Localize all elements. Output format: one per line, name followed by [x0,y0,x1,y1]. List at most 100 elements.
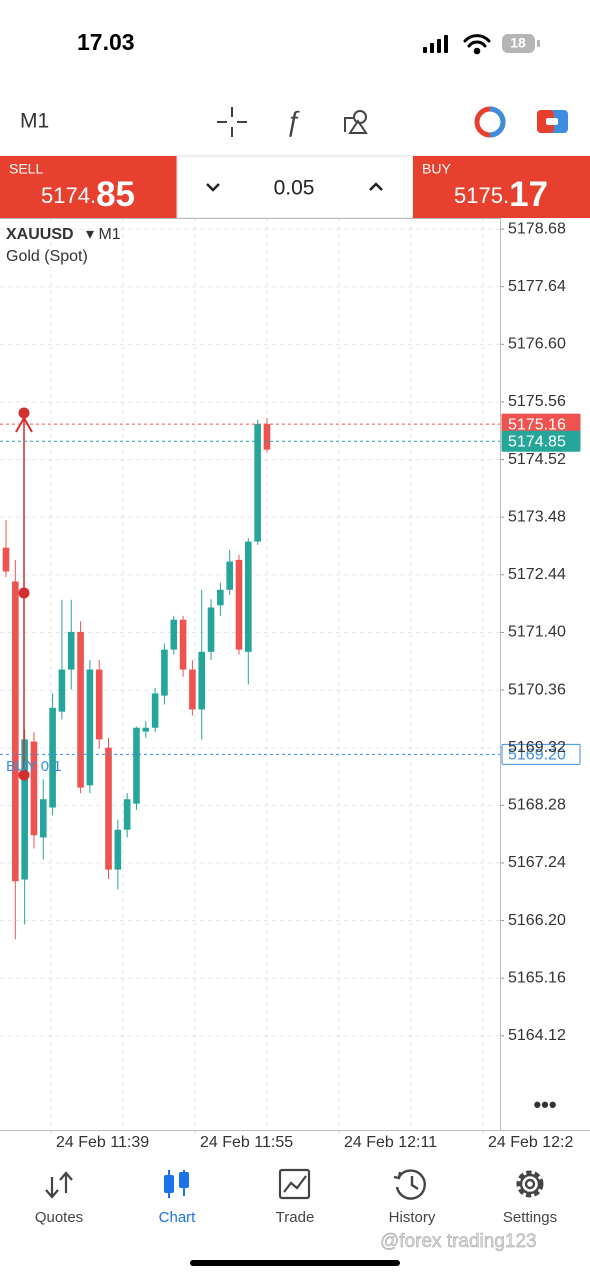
candle-body [12,581,19,882]
candle-body [30,741,38,836]
nav-label[interactable]: Chart [159,1209,197,1226]
candles [2,418,271,940]
x-tick-label: 24 Feb 11:39 [56,1134,149,1151]
y-tick-label: 5165.16 [508,969,566,986]
candle-body [86,669,94,786]
volume-value[interactable]: 0.05 [274,177,315,200]
candle-body [39,799,47,838]
y-tick-label: 5169.32 [508,739,566,756]
indicators-button[interactable]: ƒ [285,105,301,136]
battery [502,34,535,53]
nav-label[interactable]: Trade [276,1209,315,1226]
position-label: BUY 0.1 [6,758,62,775]
candle-body [161,649,168,696]
battery-level: 18 [510,35,526,51]
history-icon[interactable] [393,1169,426,1200]
symbol: XAUUSD [6,226,74,243]
nav-label[interactable]: Quotes [35,1209,83,1226]
status-time: 17.03 [77,29,135,55]
watermark: @forex trading123 [380,1231,537,1252]
y-tick-label: 5176.60 [508,336,566,353]
y-tick-label: 5168.28 [508,797,566,814]
signal-icon [423,35,448,53]
price-box [501,430,581,452]
chart-timeframe: ▾ M1 [86,226,121,243]
price-box-label: 5169.20 [508,747,566,764]
y-tick-label: 5170.36 [508,681,566,698]
candle-body [189,669,196,710]
x-tick-label: 24 Feb 12:2 [488,1134,574,1151]
trade-arrow [15,407,33,781]
candle-body [179,619,187,670]
y-tick-label: 5172.44 [508,566,566,583]
sell-price: 5174.85 [41,175,135,214]
candle-body [198,651,206,710]
candle-body [226,561,233,590]
candle-body [95,669,103,740]
candle-body [58,669,66,712]
grid [0,218,504,1136]
candle-body [217,589,224,606]
candle-body [67,631,75,670]
candle-body [105,747,112,870]
y-tick-label: 5167.24 [508,854,566,871]
candle-body [151,693,159,728]
y-tick-label: 5177.64 [508,278,566,295]
home-indicator [190,1260,400,1266]
objects-button[interactable] [344,110,368,134]
candle-body [263,424,271,450]
y-tick-label: 5164.12 [508,1027,566,1044]
candle-body [2,547,10,572]
buy-label: BUY [422,161,451,177]
y-tick-label: 5171.40 [508,624,566,641]
price-box-label: 5175.16 [508,416,566,433]
y-tick-label: 5166.20 [508,912,566,929]
timeframe-button[interactable]: M1 [20,110,49,133]
sell-price-big: 85 [96,175,135,214]
nav-bar: Quotes Chart Trade History Settings [35,1209,557,1226]
candle-body [114,829,122,870]
sell-button[interactable] [0,156,177,218]
quotes-icon[interactable] [45,1171,73,1199]
settings-icon[interactable] [516,1170,544,1198]
candle-body [170,619,178,650]
candle-body [254,424,261,542]
battery-cap [537,40,540,47]
price-box [501,743,581,765]
volume-increase[interactable] [369,182,383,191]
chart-icon[interactable] [164,1170,189,1198]
y-tick-label: 5173.48 [508,508,566,525]
candle-body [21,739,28,880]
trade-icon[interactable] [278,1168,311,1200]
candle-body [133,727,140,804]
nav-label[interactable]: History [389,1209,436,1226]
candle-body [123,799,131,830]
sell-price-main: 5174. [41,183,96,208]
wifi-icon [463,34,491,55]
crosshair-button[interactable] [217,107,247,137]
x-tick-label: 24 Feb 11:55 [200,1134,293,1151]
sell-label: SELL [9,161,43,177]
buy-price-main: 5175. [454,183,509,208]
y-tick-label: 5175.56 [508,393,566,410]
candle-body [245,541,252,652]
symbol-description: Gold (Spot) [6,248,88,265]
buy-price-big: 17 [509,175,548,214]
y-tick-label: 5178.68 [508,220,566,237]
buy-price: 5175.17 [454,175,548,214]
nav-label[interactable]: Settings [503,1209,557,1226]
color-scheme-button[interactable] [474,106,506,138]
candle-body [142,727,150,732]
more-button[interactable]: ••• [533,1092,556,1117]
candle-body [49,707,56,808]
candle-body [77,631,84,788]
price-box-label: 5174.85 [508,434,566,451]
candle-body [235,559,243,650]
x-tick-label: 24 Feb 12:11 [344,1134,437,1151]
buy-button[interactable] [413,156,590,218]
trade-mode-button[interactable] [537,110,568,133]
y-tick-label: 5174.52 [508,451,566,468]
volume-decrease[interactable] [206,183,220,192]
